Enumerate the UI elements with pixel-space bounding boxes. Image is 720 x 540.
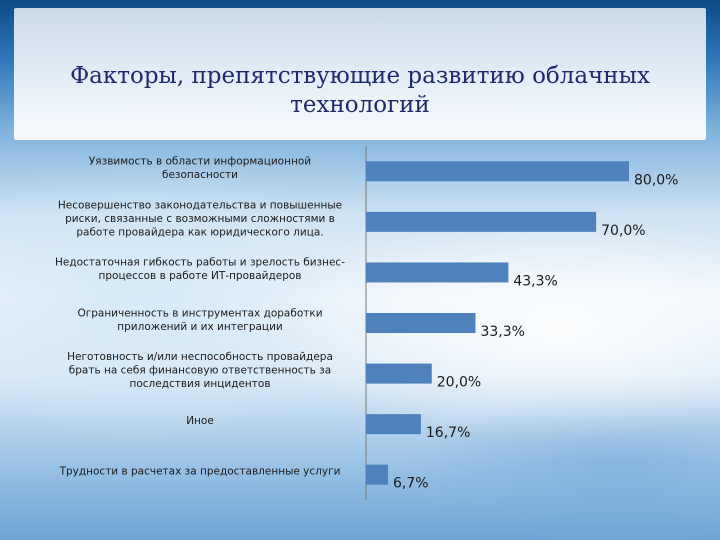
category-label-6: Трудности в расчетах за предоставленные … (59, 466, 341, 478)
value-label-5: 16,7% (426, 425, 470, 441)
value-label-0: 80,0% (634, 172, 678, 188)
category-label-line: последствия инцидентов (129, 378, 270, 390)
bar-0 (366, 161, 629, 182)
value-label-3: 33,3% (480, 324, 524, 340)
value-label-4: 20,0% (437, 375, 481, 391)
bars-group (366, 161, 629, 485)
value-label-6: 6,7% (393, 476, 429, 492)
bar-6 (366, 464, 389, 485)
value-label-1: 70,0% (601, 223, 645, 239)
category-label-1: Несовершенство законодательства и повыше… (58, 199, 342, 238)
category-label-2: Недостаточная гибкость работы и зрелость… (55, 257, 345, 283)
value-labels-group: 80,0% 70,0% 43,3% 33,3% 20,0% 16,7% 6,7% (393, 172, 678, 491)
category-label-0: Уязвимость в области информационной безоп… (89, 156, 311, 182)
title-band (14, 8, 706, 140)
category-label-5: Иное (186, 415, 214, 427)
bar-5 (366, 414, 421, 435)
category-label-line: Ограниченность в инструментах доработки (77, 307, 322, 319)
category-labels-group: Уязвимость в области информационной безоп… (55, 156, 345, 478)
bar-3 (366, 313, 476, 333)
value-label-2: 43,3% (513, 273, 557, 289)
category-label-line: процессов в работе ИТ-провайдеров (99, 270, 302, 282)
category-label-line: Трудности в расчетах за предоставленные … (59, 466, 341, 478)
category-label-4: Неготовность и/или неспособность провайд… (67, 351, 333, 390)
bar-2 (366, 262, 509, 283)
category-label-line: Иное (186, 415, 214, 427)
page-title: Факторы, препятствующие развитию облачны… (70, 63, 650, 118)
category-label-line: работе провайдера как юридического лица. (76, 226, 323, 238)
category-label-line: Неготовность и/или неспособность провайд… (67, 351, 333, 363)
category-label-line: Недостаточная гибкость работы и зрелость… (55, 257, 345, 269)
category-label-line: риски, связанные с возможными сложностям… (65, 213, 335, 225)
category-label-line: Уязвимость в области информационной (89, 156, 311, 168)
category-label-line: безопасности (162, 169, 238, 181)
category-label-3: Ограниченность в инструментах доработки п… (77, 307, 322, 333)
bar-1 (366, 211, 597, 232)
category-label-line: брать на себя финансовую ответственность… (69, 365, 331, 377)
bar-4 (366, 363, 432, 384)
category-label-line: приложений и их интеграции (117, 321, 282, 333)
category-label-line: Несовершенство законодательства и повыше… (58, 199, 342, 211)
